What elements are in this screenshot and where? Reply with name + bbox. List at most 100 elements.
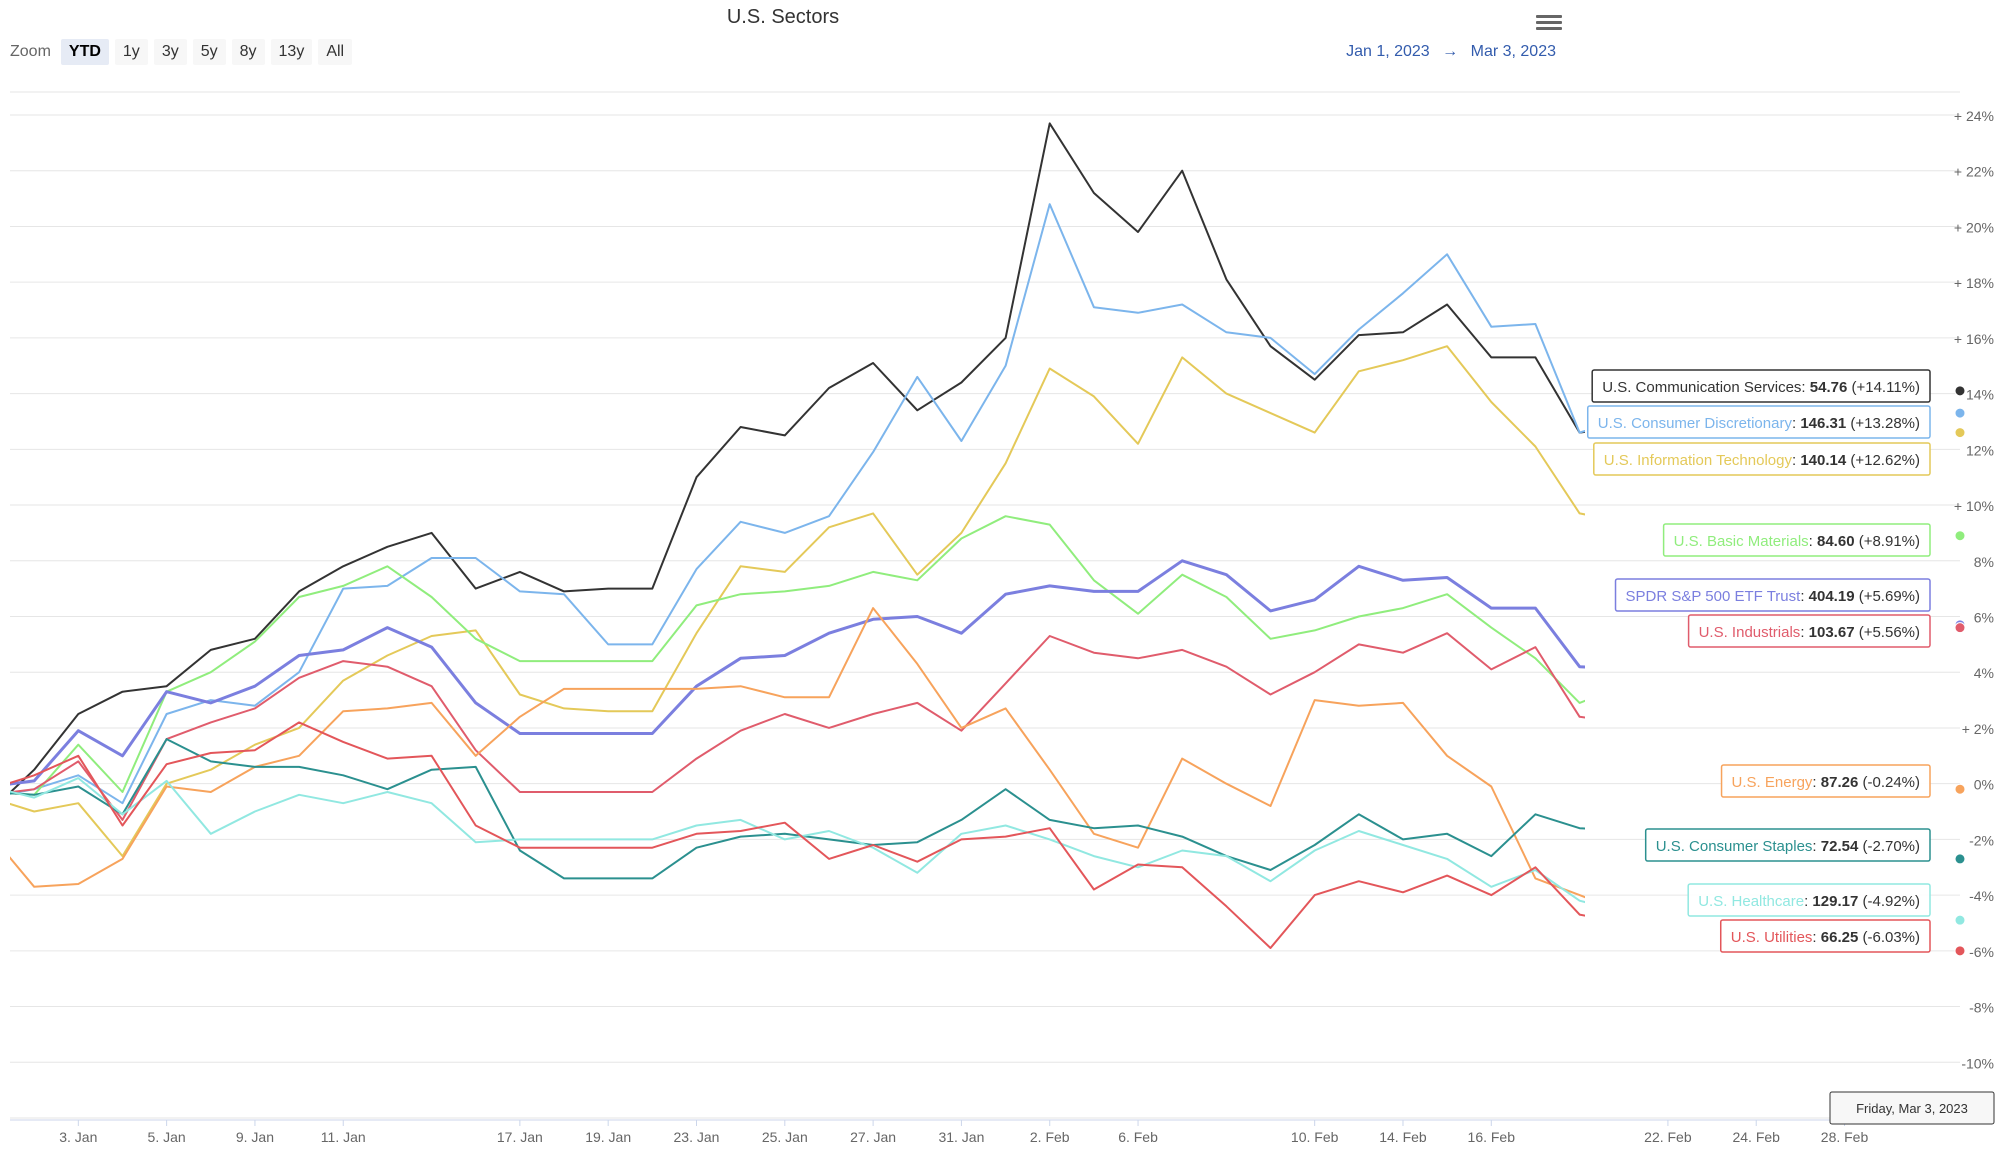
- series-label-price: 87.26: [1821, 774, 1859, 791]
- series-line-5[interactable]: [0, 628, 1977, 821]
- series-line-0[interactable]: [0, 122, 1977, 811]
- series-label-price: 146.31: [1800, 415, 1846, 432]
- series-label-change: (+5.69%): [1855, 588, 1920, 605]
- x-tick-label: 24. Feb: [1732, 1129, 1780, 1145]
- series-label-name: U.S. Utilities: [1731, 929, 1813, 946]
- svg-text:U.S. Utilities: 66.25 (-6.03%): U.S. Utilities: 66.25 (-6.03%): [1731, 929, 1920, 946]
- y-tick-label: + 10%: [1954, 498, 1994, 514]
- y-tick-label: -2%: [1969, 832, 1994, 848]
- zoom-bar: Zoom YTD 1y 3y 5y 8y 13y All: [10, 39, 353, 65]
- svg-text:U.S. Information Technology: 1: U.S. Information Technology: 140.14 (+12…: [1604, 452, 1920, 469]
- series-label-change: (+14.11%): [1847, 379, 1920, 396]
- series-label-price: 54.76: [1810, 379, 1848, 396]
- range-arrow: →: [1442, 43, 1459, 60]
- series-end-marker: [1954, 783, 1966, 795]
- zoom-button-8y[interactable]: 8y: [231, 39, 265, 65]
- menu-icon[interactable]: [1536, 12, 1562, 34]
- series-label-change: (+12.62%): [1846, 452, 1920, 469]
- x-tick-label: 17. Jan: [497, 1129, 543, 1145]
- y-tick-label: + 2%: [1962, 721, 1994, 737]
- series-label-price: 66.25: [1821, 929, 1859, 946]
- series-label-name: U.S. Industrials: [1699, 624, 1801, 641]
- zoom-button-5y[interactable]: 5y: [192, 39, 226, 65]
- svg-text:U.S. Consumer Staples: 72.54 (: U.S. Consumer Staples: 72.54 (-2.70%): [1656, 838, 1920, 855]
- svg-text:U.S. Energy: 87.26 (-0.24%): U.S. Energy: 87.26 (-0.24%): [1732, 774, 1920, 791]
- y-tick-label: 0%: [1974, 777, 1994, 793]
- x-tick-label: 25. Jan: [762, 1129, 808, 1145]
- svg-text:U.S. Industrials: 103.67 (+5.5: U.S. Industrials: 103.67 (+5.56%): [1699, 624, 1920, 641]
- x-tick-label: 14. Feb: [1379, 1129, 1427, 1145]
- y-tick-label: 14%: [1966, 387, 1994, 403]
- y-tick-label: -6%: [1969, 944, 1994, 960]
- series-label-box: U.S. Information Technology: 140.14 (+12…: [1593, 442, 1931, 476]
- series-label-box: SPDR S&P 500 ETF Trust: 404.19 (+5.69%): [1614, 578, 1931, 612]
- series-label-box: U.S. Energy: 87.26 (-0.24%): [1720, 764, 1931, 798]
- series-label-box: U.S. Basic Materials: 84.60 (+8.91%): [1662, 523, 1931, 557]
- series-label-name: U.S. Consumer Discretionary: [1598, 415, 1793, 432]
- series-label-box: U.S. Communication Services: 54.76 (+14.…: [1591, 369, 1931, 403]
- date-tooltip-text: Friday, Mar 3, 2023: [1856, 1101, 1968, 1116]
- series-label-box: U.S. Consumer Staples: 72.54 (-2.70%): [1644, 828, 1931, 862]
- y-tick-label: -10%: [1961, 1055, 1994, 1071]
- svg-text:U.S. Communication Services: 5: U.S. Communication Services: 54.76 (+14.…: [1602, 379, 1920, 396]
- series-label-price: 72.54: [1821, 838, 1859, 855]
- x-tick-label: 28. Feb: [1821, 1129, 1869, 1145]
- series-label-change: (-0.24%): [1858, 774, 1920, 791]
- y-tick-label: -4%: [1969, 888, 1994, 904]
- series-line-4[interactable]: [0, 559, 1977, 787]
- zoom-label: Zoom: [10, 43, 51, 60]
- range-to[interactable]: Mar 3, 2023: [1470, 43, 1556, 60]
- svg-text:U.S. Healthcare: 129.17 (-4.92: U.S. Healthcare: 129.17 (-4.92%): [1698, 893, 1920, 910]
- series-end-marker: [1954, 945, 1966, 957]
- svg-text:U.S. Consumer Discretionary: 1: U.S. Consumer Discretionary: 146.31 (+13…: [1598, 415, 1920, 432]
- series-label-price: 404.19: [1809, 588, 1855, 605]
- series-line-1[interactable]: [0, 203, 1977, 805]
- series-end-marker: [1954, 853, 1966, 865]
- series-end-marker: [1954, 622, 1966, 634]
- date-range: Jan 1, 2023 → Mar 3, 2023: [1342, 43, 1560, 61]
- series-line-2[interactable]: [0, 345, 1977, 858]
- series-line-3[interactable]: [0, 515, 1977, 796]
- x-tick-label: 19. Jan: [585, 1129, 631, 1145]
- chart-title: U.S. Sectors: [726, 6, 840, 28]
- y-tick-label: 6%: [1974, 610, 1994, 626]
- series-end-marker: [1954, 407, 1966, 419]
- series-label-change: (-6.03%): [1858, 929, 1920, 946]
- series-label-name: U.S. Information Technology: [1604, 452, 1793, 469]
- series-label-box: U.S. Consumer Discretionary: 146.31 (+13…: [1586, 405, 1931, 439]
- zoom-button-ytd[interactable]: YTD: [60, 39, 109, 65]
- x-tick-label: 22. Feb: [1644, 1129, 1692, 1145]
- x-tick-label: 11. Jan: [321, 1129, 366, 1145]
- x-tick-label: 3. Jan: [59, 1129, 97, 1145]
- series-label-name: U.S. Consumer Staples: [1656, 838, 1813, 855]
- series-label-change: (+13.28%): [1846, 415, 1920, 432]
- x-tick-label: 9. Jan: [236, 1129, 274, 1145]
- series-line-7[interactable]: [0, 738, 1977, 898]
- zoom-button-3y[interactable]: 3y: [153, 39, 187, 65]
- series-line-9[interactable]: [0, 721, 1977, 1042]
- zoom-button-1y[interactable]: 1y: [114, 39, 148, 65]
- x-tick-label: 2. Feb: [1030, 1129, 1070, 1145]
- x-tick-label: 16. Feb: [1468, 1129, 1516, 1145]
- series-end-marker: [1954, 427, 1966, 439]
- zoom-button-all[interactable]: All: [318, 39, 353, 65]
- x-tick-label: 5. Jan: [148, 1129, 186, 1145]
- y-tick-label: 12%: [1966, 442, 1994, 458]
- zoom-button-13y[interactable]: 13y: [270, 39, 313, 65]
- series-line-8[interactable]: [0, 777, 1977, 920]
- svg-text:U.S. Basic Materials: 84.60 (+: U.S. Basic Materials: 84.60 (+8.91%): [1674, 533, 1920, 550]
- x-tick-label: 27. Jan: [850, 1129, 896, 1145]
- series-line-6[interactable]: [0, 607, 1977, 912]
- series-label-box: U.S. Utilities: 66.25 (-6.03%): [1719, 919, 1931, 953]
- range-from[interactable]: Jan 1, 2023: [1346, 43, 1430, 60]
- y-tick-label: + 18%: [1954, 275, 1994, 291]
- series-label-change: (+5.56%): [1855, 624, 1920, 641]
- series-label-name: U.S. Healthcare: [1698, 893, 1804, 910]
- y-tick-label: + 20%: [1954, 219, 1994, 235]
- series-label-price: 140.14: [1800, 452, 1847, 469]
- y-tick-label: -8%: [1969, 1000, 1994, 1016]
- series-label-name: SPDR S&P 500 ETF Trust: [1626, 588, 1802, 605]
- y-tick-label: 4%: [1974, 665, 1994, 681]
- series-end-marker: [1954, 385, 1966, 397]
